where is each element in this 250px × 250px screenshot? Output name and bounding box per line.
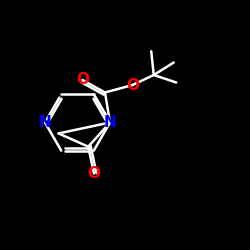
Text: O: O (88, 166, 101, 181)
Text: N: N (104, 115, 117, 130)
Text: N: N (38, 115, 52, 130)
Text: O: O (76, 72, 89, 88)
Text: O: O (126, 78, 139, 92)
